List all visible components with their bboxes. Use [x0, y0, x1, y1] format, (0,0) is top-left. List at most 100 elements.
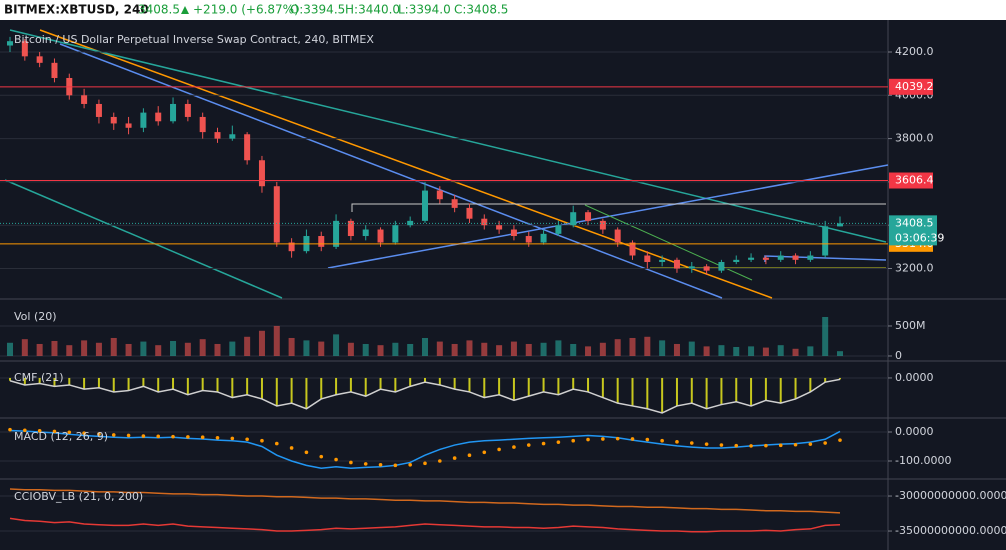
candle-body	[496, 225, 503, 230]
pane-title: MACD (12, 26, 9)	[14, 430, 108, 443]
volume-bar	[540, 342, 547, 356]
candle-body	[777, 255, 784, 260]
candle-body	[629, 242, 636, 256]
signal-dot	[334, 457, 338, 462]
volume-bar	[570, 343, 577, 356]
signal-dot	[82, 431, 86, 435]
level-label: 4039.2	[895, 80, 934, 93]
signal-dot	[245, 437, 249, 442]
dividers	[0, 20, 1006, 550]
candle-body	[288, 242, 295, 252]
volume-bar	[7, 342, 13, 356]
signal-dot	[97, 432, 101, 436]
series-line	[9, 429, 841, 470]
candle-body	[170, 103, 177, 122]
candle-body	[510, 229, 517, 237]
volume-bar	[673, 343, 680, 356]
signal-dot	[200, 435, 205, 440]
volume-bar	[140, 341, 147, 356]
volume-bar	[95, 342, 102, 356]
volume-bar	[170, 340, 177, 356]
last-price: 3408.5	[138, 3, 180, 17]
candle-body	[333, 220, 340, 247]
candle-body	[214, 132, 221, 139]
signal-dot	[601, 437, 605, 441]
candle-body	[733, 259, 740, 262]
close: C:3408.5	[454, 3, 508, 17]
candle-body	[540, 233, 547, 243]
volume-bar	[555, 340, 562, 356]
candle-body	[585, 212, 592, 221]
volume-bar	[392, 342, 399, 356]
volume-bar	[214, 343, 221, 356]
volume-bar	[525, 343, 532, 356]
last-price-tag	[889, 215, 937, 246]
volume-bar	[837, 351, 843, 356]
pane-title: CCIOBV_LB (21, 0, 200)	[14, 490, 143, 503]
y-tick-label: 3800.0	[895, 132, 934, 145]
candle-body	[570, 212, 577, 226]
signal-dot	[52, 429, 57, 434]
signal-dot	[689, 441, 694, 445]
volume-bar	[822, 316, 829, 356]
signal-dot	[482, 450, 487, 455]
candle-body	[95, 103, 102, 117]
signal-dot	[215, 435, 220, 440]
signal-dot	[675, 440, 679, 444]
candle-body	[659, 259, 666, 262]
symbol: BITMEX:XBTUSD, 240	[4, 3, 149, 17]
high: H:3440.0	[345, 3, 400, 17]
signal-dot	[156, 434, 161, 439]
candle-body	[792, 255, 799, 260]
signal-dot	[423, 461, 427, 466]
candle-body	[81, 95, 88, 104]
trend-line	[39, 29, 773, 299]
volume-bar	[21, 339, 28, 356]
volume-bar	[599, 342, 606, 356]
change: +219.0 (+6.87%)	[193, 3, 299, 17]
candle-body	[555, 225, 562, 234]
volume-bar	[110, 337, 117, 356]
volume-bar	[585, 346, 592, 356]
signal-dot	[363, 462, 368, 466]
pane-title: Bitcoin / US Dollar Perpetual Inverse Sw…	[14, 33, 374, 46]
volume-bar	[347, 342, 354, 356]
candle-body	[673, 259, 680, 269]
volume-bar	[288, 337, 295, 356]
candle-body	[466, 207, 473, 219]
signal-dot	[171, 434, 175, 439]
candle-body	[199, 116, 206, 133]
candle-body	[807, 255, 814, 260]
candle-body	[155, 112, 162, 122]
range-line	[764, 255, 887, 262]
signal-dot	[734, 443, 739, 448]
volume-bar	[510, 341, 517, 356]
signal-dot	[645, 437, 650, 442]
candle-body	[525, 236, 532, 243]
y-tick-label: -35000000000.0000	[895, 524, 1006, 537]
candle-body	[184, 103, 191, 117]
volume-bar	[733, 346, 740, 356]
candle-body	[51, 62, 58, 78]
signal-dot	[808, 442, 813, 446]
signal-dot	[438, 459, 442, 463]
volume-bar	[273, 325, 280, 356]
signal-dot	[778, 443, 783, 448]
volume-bar	[614, 339, 621, 356]
volume-bar	[66, 345, 73, 356]
signal-dot	[67, 430, 72, 435]
candle-body	[688, 266, 695, 269]
signal-dot	[274, 441, 279, 446]
volume-bar	[51, 340, 58, 356]
volume-bar	[81, 340, 88, 356]
volume-bar	[762, 347, 769, 356]
volume-bar	[303, 340, 310, 356]
signal-dot	[630, 437, 635, 441]
signal-dot	[823, 441, 827, 445]
candle-body	[110, 116, 117, 124]
level-label: 3606.4	[895, 174, 934, 187]
candle-body	[481, 218, 488, 226]
candle-body	[451, 199, 458, 208]
signal-dot	[111, 433, 116, 437]
